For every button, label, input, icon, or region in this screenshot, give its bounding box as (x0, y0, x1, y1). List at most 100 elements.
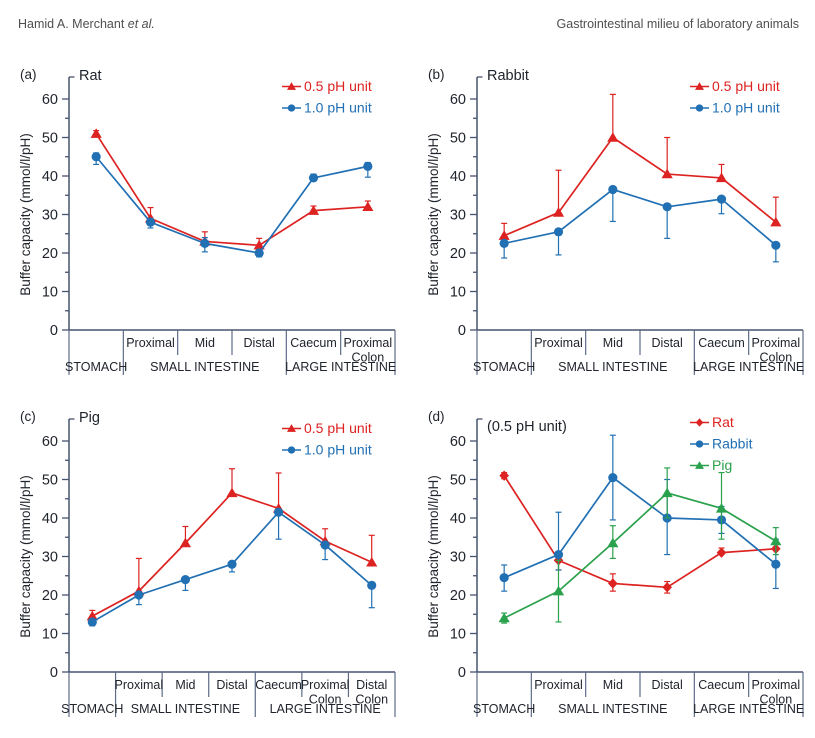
data-point-marker (661, 487, 673, 498)
data-point-marker (145, 217, 156, 227)
running-author: Hamid A. Merchant et al. (18, 17, 155, 31)
author-name: Hamid A. Merchant (18, 17, 125, 31)
segment-label: Distal (652, 336, 683, 350)
data-point-marker (771, 240, 781, 250)
panel-title: Rat (79, 68, 102, 84)
legend-item: Pig (690, 457, 732, 473)
data-point-marker (552, 207, 565, 217)
segment-label: Distal (216, 678, 247, 692)
region-label: STOMACH (61, 702, 123, 716)
data-point-marker (553, 549, 564, 560)
panel-title: Rabbit (487, 68, 529, 84)
y-tick-label: 30 (42, 550, 58, 566)
data-point-marker (499, 573, 509, 583)
region-label: SMALL INTESTINE (131, 702, 240, 716)
series-line (503, 188, 777, 246)
segment-label: Mid (603, 336, 623, 350)
legend-label: Rabbit (712, 436, 753, 452)
segment-label: Caecum (255, 678, 302, 692)
y-tick-label: 0 (458, 665, 466, 681)
data-point-marker (661, 168, 673, 179)
y-tick-label: 50 (450, 473, 466, 489)
series-line (503, 476, 777, 579)
segment-label: Mid (195, 336, 215, 350)
series-line (503, 492, 777, 619)
y-tick-label: 20 (42, 246, 58, 262)
legend-marker (695, 461, 704, 469)
y-tick-label: 0 (458, 323, 466, 339)
region-label: SMALL INTESTINE (150, 360, 259, 374)
data-point-marker (770, 216, 782, 227)
data-point-marker (254, 248, 264, 258)
series-rat (499, 470, 781, 594)
segment-label: Mid (603, 678, 623, 692)
segment-label: Proximal (752, 678, 801, 692)
data-point-marker (553, 227, 564, 237)
legend-item: 1.0 pH unit (690, 100, 780, 116)
y-tick-label: 40 (450, 511, 466, 527)
segment-label: Distal (652, 678, 683, 692)
panel-label: (d) (428, 409, 445, 424)
panel-title: Pig (79, 410, 100, 426)
data-point-marker (90, 128, 102, 138)
segment-label: Colon (309, 693, 342, 707)
data-point-marker (362, 201, 374, 211)
et-al-text: et al. (127, 17, 155, 31)
y-tick-label: 60 (450, 92, 466, 108)
data-point-marker (608, 578, 618, 589)
y-tick-label: 30 (450, 208, 466, 224)
running-title: Gastrointestinal milieu of laboratory an… (556, 17, 799, 31)
series-0-5-ph-unit (90, 128, 374, 250)
legend-marker (287, 82, 296, 90)
region-label: SMALL INTESTINE (558, 360, 667, 374)
legend-item: 0.5 pH unit (282, 78, 372, 94)
y-tick-label: 50 (42, 473, 58, 489)
region-label: LARGE INTESTINE (285, 360, 396, 374)
chart-panel-comparison: (d) (0.5 pH unit) 0 10 20 30 40 50 60 Buffer capa… (426, 409, 804, 717)
chart-panel-pig: (c) Pig 0 10 20 30 40 50 60 Buffer capacity (mmol… (18, 409, 396, 717)
data-point-marker (307, 205, 320, 215)
legend-item: 1.0 pH unit (282, 100, 372, 116)
data-point-marker (91, 152, 101, 162)
data-point-marker (662, 582, 672, 593)
region-label: STOMACH (473, 360, 535, 374)
segment-label: Distal (244, 336, 275, 350)
y-tick-label: 0 (50, 323, 58, 339)
segment-label: Mid (175, 678, 195, 692)
series-1-0-ph-unit (499, 184, 781, 263)
legend-label: 1.0 pH unit (712, 100, 780, 116)
series-line (95, 156, 369, 254)
y-axis-title: Buffer capacity (mmol/l/pH) (18, 133, 33, 296)
y-tick-label: 40 (450, 169, 466, 185)
y-axis-title: Buffer capacity (mmol/l/pH) (426, 133, 441, 296)
series-line (95, 133, 368, 247)
data-point-marker (715, 172, 728, 183)
y-tick-label: 60 (42, 92, 58, 108)
series-1-0-ph-unit (87, 507, 377, 627)
data-point-marker (86, 610, 98, 621)
y-tick-label: 60 (450, 434, 466, 450)
series-1-0-ph-unit (91, 152, 373, 258)
y-tick-label: 50 (450, 131, 466, 147)
series-0-5-ph-unit (498, 93, 782, 241)
data-point-marker (608, 184, 618, 195)
segment-label: Caecum (290, 336, 337, 350)
series-pig (498, 467, 782, 624)
region-label: STOMACH (65, 360, 127, 374)
legend-marker (695, 440, 704, 448)
chart-panel-rabbit: (b) Rabbit 0 10 20 30 40 50 60 Buffer capacity (m… (426, 67, 804, 375)
segment-label: Caecum (698, 336, 745, 350)
y-tick-label: 10 (450, 285, 466, 301)
y-tick-label: 20 (42, 588, 58, 604)
segment-label: Proximal (301, 678, 350, 692)
legend-label: 0.5 pH unit (712, 78, 780, 94)
legend-marker (695, 104, 704, 112)
panel-label: (c) (20, 409, 36, 424)
segment-label: Proximal (752, 336, 801, 350)
y-tick-label: 40 (42, 511, 58, 527)
region-label: SMALL INTESTINE (558, 702, 667, 716)
legend-label: Pig (712, 457, 732, 473)
data-point-marker (771, 559, 781, 569)
legend-marker (695, 418, 704, 427)
